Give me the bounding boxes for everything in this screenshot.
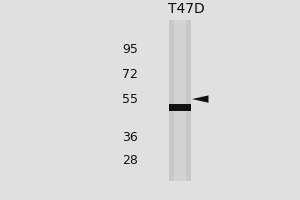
Polygon shape	[192, 95, 208, 103]
Bar	[169, 104, 190, 111]
Text: 28: 28	[122, 154, 138, 167]
Bar	[174, 20, 186, 181]
Text: 36: 36	[122, 131, 138, 144]
Bar	[169, 20, 190, 181]
Text: 72: 72	[122, 68, 138, 81]
Text: 95: 95	[122, 43, 138, 56]
Text: T47D: T47D	[168, 2, 204, 16]
Text: 55: 55	[122, 93, 138, 106]
